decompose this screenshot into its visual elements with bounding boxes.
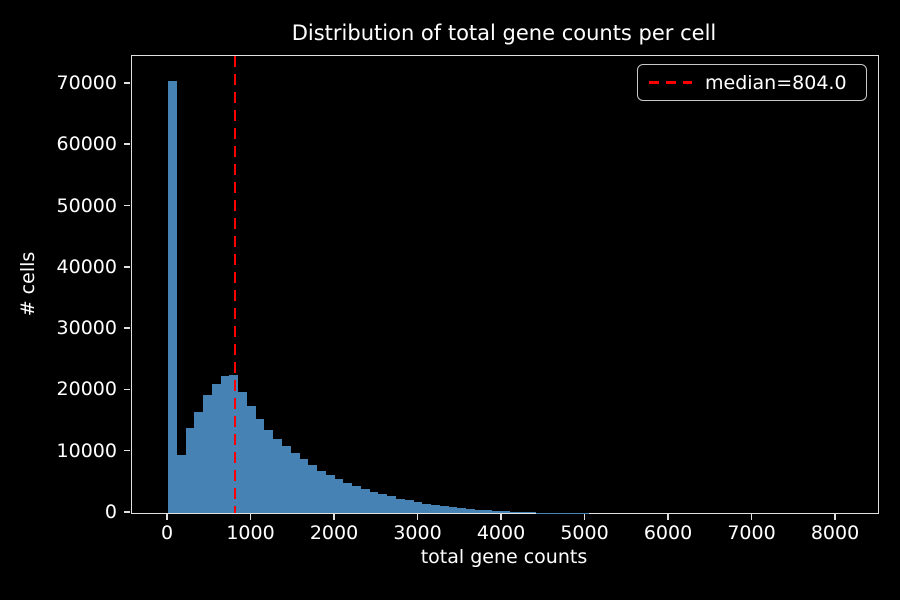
histogram-bar — [325, 475, 335, 513]
histogram-bar — [501, 511, 510, 513]
histogram-bar — [168, 80, 177, 513]
y-tick-label: 10000 — [56, 439, 117, 462]
histogram-bar — [457, 508, 467, 513]
histogram-bar — [492, 510, 502, 513]
histogram-bar — [369, 491, 379, 513]
histogram-bar — [176, 454, 186, 513]
legend: median=804.0 — [637, 64, 867, 101]
y-tick-mark — [124, 266, 130, 268]
histogram-bar — [527, 512, 537, 513]
histogram-bar — [343, 482, 353, 513]
histogram-bar — [308, 465, 318, 513]
histogram-bar — [352, 486, 361, 513]
histogram-bar — [448, 507, 458, 513]
legend-label: median=804.0 — [705, 71, 847, 94]
x-tick-mark — [750, 513, 753, 520]
y-tick-label: 20000 — [56, 378, 117, 401]
x-tick-label: 5000 — [560, 522, 609, 544]
y-tick-label: 60000 — [56, 133, 117, 156]
y-tick-label: 50000 — [56, 194, 117, 217]
median-line — [233, 56, 237, 513]
histogram-bar — [194, 412, 204, 513]
x-tick-mark — [416, 513, 419, 520]
histogram-bar — [474, 509, 484, 513]
histogram-bar — [466, 509, 475, 513]
histogram-bar — [281, 446, 291, 513]
histogram-bar — [246, 406, 256, 513]
x-tick-label: 6000 — [643, 522, 693, 544]
x-tick-label: 7000 — [727, 522, 776, 544]
x-tick-label: 0 — [160, 522, 174, 544]
histogram-bar — [299, 459, 309, 513]
histogram-bar — [431, 505, 440, 513]
y-tick-mark — [124, 327, 130, 329]
histogram-bar — [518, 512, 528, 513]
histogram-bar — [264, 429, 274, 513]
y-tick-label: 70000 — [56, 71, 117, 94]
histogram-bar — [360, 489, 370, 513]
histogram-bar — [211, 383, 221, 513]
histogram-bar — [203, 394, 212, 513]
histogram-bar — [509, 511, 519, 513]
x-tick-label: 8000 — [810, 522, 860, 544]
histogram-bar — [422, 503, 432, 513]
x-tick-label: 2000 — [309, 522, 359, 544]
chart-title: Distribution of total gene counts per ce… — [291, 21, 717, 45]
histogram-bar — [238, 391, 247, 513]
histogram-bar — [185, 428, 195, 513]
histogram-bar — [395, 498, 405, 513]
y-tick-mark — [124, 388, 130, 391]
histogram-bars — [132, 56, 878, 513]
histogram-bar — [378, 494, 388, 513]
histogram-bar — [413, 502, 423, 513]
x-tick-mark — [667, 513, 669, 520]
plot-area: median=804.0 — [131, 55, 879, 514]
y-tick-mark — [124, 204, 130, 207]
x-tick-mark — [249, 513, 252, 520]
histogram-bar — [334, 479, 344, 513]
histogram-bar — [483, 510, 493, 513]
histogram-bar — [290, 452, 300, 513]
y-axis-label: # cells — [17, 251, 39, 317]
x-tick-label: 4000 — [476, 522, 526, 544]
histogram-bar — [404, 500, 414, 513]
x-tick-mark — [333, 513, 335, 520]
x-tick-mark — [834, 513, 836, 520]
x-tick-label: 3000 — [393, 522, 442, 544]
y-tick-mark — [124, 511, 130, 513]
y-tick-mark — [124, 143, 130, 145]
histogram-bar — [220, 376, 230, 513]
y-tick-mark — [124, 82, 130, 84]
y-tick-mark — [124, 449, 130, 452]
y-tick-label: 30000 — [56, 317, 117, 340]
x-tick-mark — [166, 513, 168, 520]
x-tick-label: 1000 — [226, 522, 275, 544]
median-line-legend-swatch — [649, 81, 692, 84]
histogram-bar — [273, 439, 283, 513]
histogram-bar — [229, 375, 239, 513]
x-tick-mark — [583, 513, 586, 520]
histogram-bar — [439, 506, 449, 513]
histogram-bar — [317, 470, 326, 513]
x-tick-mark — [500, 513, 502, 520]
x-axis-label: total gene counts — [420, 546, 588, 568]
y-tick-label: 0 — [104, 501, 117, 523]
histogram-bar — [387, 496, 396, 513]
histogram-bar — [255, 419, 265, 513]
